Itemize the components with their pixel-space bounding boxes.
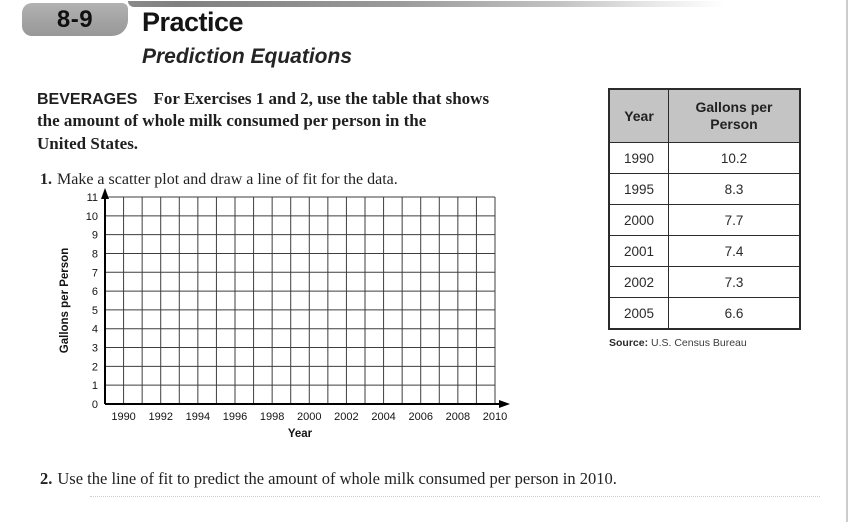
year-cell: 2005 bbox=[608, 297, 669, 330]
table-header-gallons: Gallons per Person bbox=[668, 88, 801, 143]
svg-text:1: 1 bbox=[92, 380, 98, 392]
svg-text:6: 6 bbox=[92, 286, 98, 298]
svg-text:1992: 1992 bbox=[148, 411, 172, 423]
table-header-row: Year Gallons per Person bbox=[608, 88, 801, 143]
year-cell: 1995 bbox=[608, 173, 669, 205]
intro-line: BEVERAGES For Exercises 1 and 2, use the … bbox=[37, 88, 617, 110]
gallons-cell: 7.3 bbox=[668, 266, 801, 298]
y-axis-arrow bbox=[101, 188, 109, 199]
table-row: 2002 7.3 bbox=[608, 266, 801, 298]
intro-paragraph: BEVERAGES For Exercises 1 and 2, use the … bbox=[37, 88, 617, 155]
header-rule bbox=[128, 1, 724, 7]
page-subtitle: Prediction Equations bbox=[142, 45, 353, 68]
svg-text:0: 0 bbox=[92, 399, 98, 411]
svg-text:2010: 2010 bbox=[483, 411, 507, 423]
svg-text:11: 11 bbox=[87, 192, 98, 204]
axes bbox=[104, 193, 501, 405]
x-axis-arrow bbox=[499, 400, 510, 408]
table-row: 2005 6.6 bbox=[608, 297, 801, 330]
svg-text:1994: 1994 bbox=[186, 411, 210, 423]
exercise-2: 2. Use the line of fit to predict the amo… bbox=[40, 469, 617, 489]
gallons-cell: 8.3 bbox=[668, 173, 801, 205]
page-edge-line bbox=[846, 0, 848, 522]
svg-text:2006: 2006 bbox=[408, 411, 432, 423]
svg-text:1990: 1990 bbox=[111, 411, 135, 423]
chart-svg: 0 1 2 3 4 5 6 7 8 9 10 11 1990 1992 1994 1996 1998 2000 20… bbox=[59, 188, 510, 440]
grid-lines bbox=[105, 196, 496, 404]
data-table: Year Gallons per Person 1990 10.2 1995 8.3 200… bbox=[608, 88, 801, 330]
svg-text:10: 10 bbox=[86, 211, 98, 223]
exercise-1-number: 1. bbox=[40, 171, 52, 188]
page-title: Practice bbox=[142, 7, 244, 37]
svg-text:2000: 2000 bbox=[297, 411, 321, 423]
topic-label: BEVERAGES bbox=[37, 91, 138, 108]
year-cell: 2002 bbox=[608, 266, 669, 298]
table-row: 1995 8.3 bbox=[608, 173, 801, 205]
svg-text:2004: 2004 bbox=[371, 411, 395, 423]
y-axis-title: Gallons per Person bbox=[59, 248, 71, 353]
gallons-cell: 7.7 bbox=[668, 204, 801, 236]
gallons-cell: 6.6 bbox=[668, 297, 801, 330]
svg-text:3: 3 bbox=[92, 343, 98, 355]
svg-text:1996: 1996 bbox=[223, 411, 247, 423]
intro-text: For Exercises 1 and 2, use the table tha… bbox=[153, 89, 490, 108]
svg-text:2: 2 bbox=[92, 361, 98, 373]
scan-artifact-line bbox=[90, 496, 820, 497]
year-cell: 2000 bbox=[608, 204, 669, 236]
gallons-cell: 7.4 bbox=[668, 235, 801, 267]
source-note: Source: U.S. Census Bureau bbox=[609, 337, 747, 349]
table-header-year: Year bbox=[608, 88, 669, 143]
table-row: 1990 10.2 bbox=[608, 142, 801, 174]
svg-text:7: 7 bbox=[92, 267, 98, 279]
svg-text:2008: 2008 bbox=[446, 411, 470, 423]
x-tick-labels: 1990 1992 1994 1996 1998 2000 2002 2004 2006 2008… bbox=[111, 411, 507, 423]
y-tick-labels: 0 1 2 3 4 5 6 7 8 9 10 11 bbox=[86, 192, 98, 411]
exercise-1: 1. Make a scatter plot and draw a line of… bbox=[40, 171, 398, 189]
svg-text:1998: 1998 bbox=[260, 411, 284, 423]
svg-text:5: 5 bbox=[92, 305, 98, 317]
intro-line: the amount of whole milk consumed per pe… bbox=[37, 111, 427, 131]
lesson-number: 8-9 bbox=[56, 5, 94, 33]
svg-text:4: 4 bbox=[92, 324, 98, 336]
svg-text:2002: 2002 bbox=[334, 411, 358, 423]
svg-text:9: 9 bbox=[92, 230, 98, 242]
x-axis-title: Year bbox=[288, 428, 313, 440]
year-cell: 2001 bbox=[608, 235, 669, 267]
table-row: 2001 7.4 bbox=[608, 235, 801, 267]
exercise-2-number: 2. bbox=[40, 469, 53, 488]
source-text: U.S. Census Bureau bbox=[651, 337, 747, 349]
exercise-1-text: Make a scatter plot and draw a line of f… bbox=[57, 171, 398, 188]
lesson-number-tab: 8-9 bbox=[22, 3, 128, 36]
exercise-2-text: Use the line of fit to predict the amoun… bbox=[57, 469, 617, 488]
scatter-plot-grid: 0 1 2 3 4 5 6 7 8 9 10 11 1990 1992 1994 1996 1998 2000 20… bbox=[55, 186, 515, 442]
gallons-cell: 10.2 bbox=[668, 142, 801, 174]
table-row: 2000 7.7 bbox=[608, 204, 801, 236]
intro-line: United States. bbox=[37, 133, 139, 153]
year-cell: 1990 bbox=[608, 142, 669, 174]
svg-text:8: 8 bbox=[92, 248, 98, 260]
source-label: Source: bbox=[609, 337, 649, 349]
